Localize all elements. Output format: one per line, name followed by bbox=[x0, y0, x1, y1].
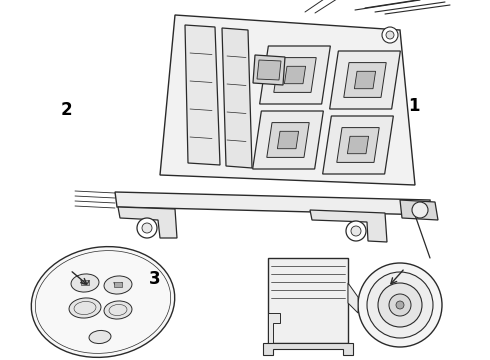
Ellipse shape bbox=[104, 276, 132, 294]
Ellipse shape bbox=[69, 298, 101, 318]
Circle shape bbox=[378, 283, 422, 327]
Circle shape bbox=[367, 272, 433, 338]
Polygon shape bbox=[274, 58, 316, 93]
Circle shape bbox=[142, 223, 152, 233]
Polygon shape bbox=[263, 343, 353, 355]
Ellipse shape bbox=[71, 274, 99, 292]
Polygon shape bbox=[253, 111, 323, 169]
Polygon shape bbox=[185, 25, 220, 165]
Polygon shape bbox=[277, 131, 298, 149]
Polygon shape bbox=[322, 116, 393, 174]
Polygon shape bbox=[253, 55, 285, 85]
Polygon shape bbox=[344, 63, 386, 98]
Circle shape bbox=[396, 301, 404, 309]
Polygon shape bbox=[347, 136, 368, 154]
Polygon shape bbox=[267, 123, 309, 157]
Circle shape bbox=[386, 31, 394, 39]
Circle shape bbox=[382, 27, 398, 43]
Ellipse shape bbox=[89, 330, 111, 343]
Polygon shape bbox=[268, 313, 280, 343]
Polygon shape bbox=[330, 51, 400, 109]
Polygon shape bbox=[284, 66, 306, 84]
Polygon shape bbox=[114, 282, 122, 287]
Polygon shape bbox=[115, 192, 432, 215]
Text: 3: 3 bbox=[148, 270, 160, 288]
Polygon shape bbox=[337, 127, 379, 162]
Polygon shape bbox=[268, 258, 348, 343]
Polygon shape bbox=[310, 210, 387, 242]
Circle shape bbox=[389, 294, 411, 316]
Text: 1: 1 bbox=[408, 97, 420, 115]
Circle shape bbox=[137, 218, 157, 238]
Polygon shape bbox=[348, 283, 358, 313]
Ellipse shape bbox=[104, 301, 132, 319]
Polygon shape bbox=[260, 46, 330, 104]
Circle shape bbox=[412, 202, 428, 218]
Ellipse shape bbox=[31, 247, 175, 357]
Polygon shape bbox=[222, 28, 252, 168]
Text: 2: 2 bbox=[60, 101, 72, 119]
Circle shape bbox=[358, 263, 442, 347]
Polygon shape bbox=[160, 15, 415, 185]
Polygon shape bbox=[118, 207, 177, 238]
Circle shape bbox=[351, 226, 361, 236]
Polygon shape bbox=[354, 71, 376, 89]
Polygon shape bbox=[257, 60, 281, 80]
Circle shape bbox=[346, 221, 366, 241]
Polygon shape bbox=[400, 200, 438, 220]
Polygon shape bbox=[81, 280, 89, 285]
